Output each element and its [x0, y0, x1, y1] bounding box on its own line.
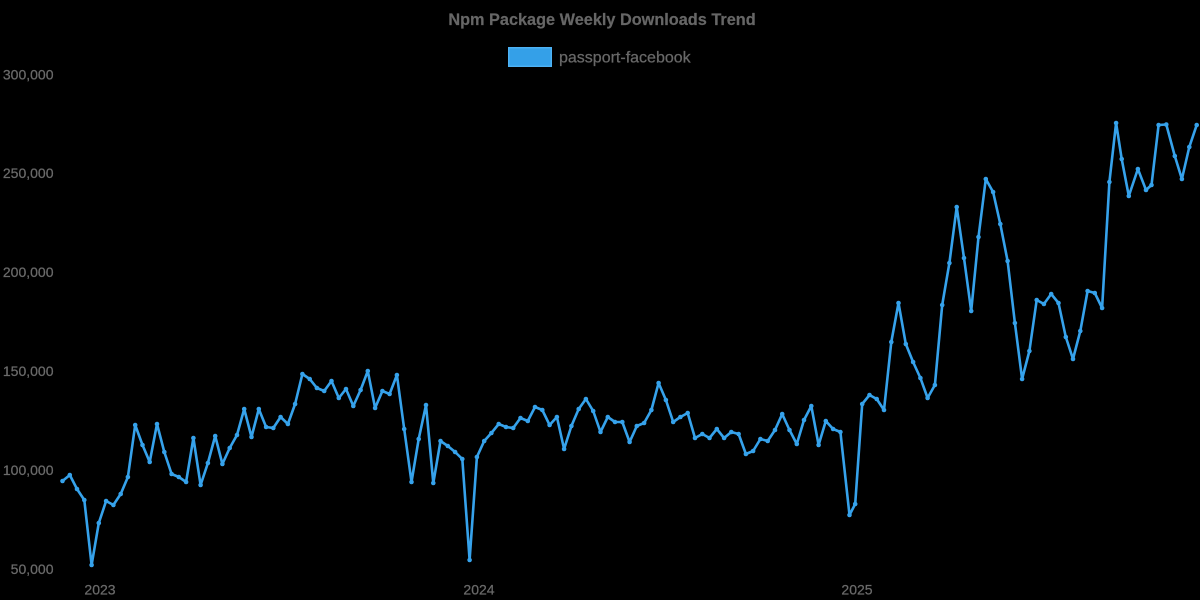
- svg-text:250,000: 250,000: [3, 165, 54, 181]
- svg-text:2023: 2023: [84, 582, 115, 598]
- svg-text:150,000: 150,000: [3, 363, 54, 379]
- svg-text:50,000: 50,000: [11, 561, 54, 577]
- svg-text:200,000: 200,000: [3, 264, 54, 280]
- svg-text:Npm Package Weekly Downloads T: Npm Package Weekly Downloads Trend: [448, 11, 755, 29]
- svg-text:passport-facebook: passport-facebook: [559, 50, 692, 67]
- svg-text:100,000: 100,000: [3, 462, 54, 478]
- svg-text:2024: 2024: [463, 582, 494, 598]
- svg-text:300,000: 300,000: [3, 66, 54, 82]
- svg-text:2025: 2025: [841, 582, 872, 598]
